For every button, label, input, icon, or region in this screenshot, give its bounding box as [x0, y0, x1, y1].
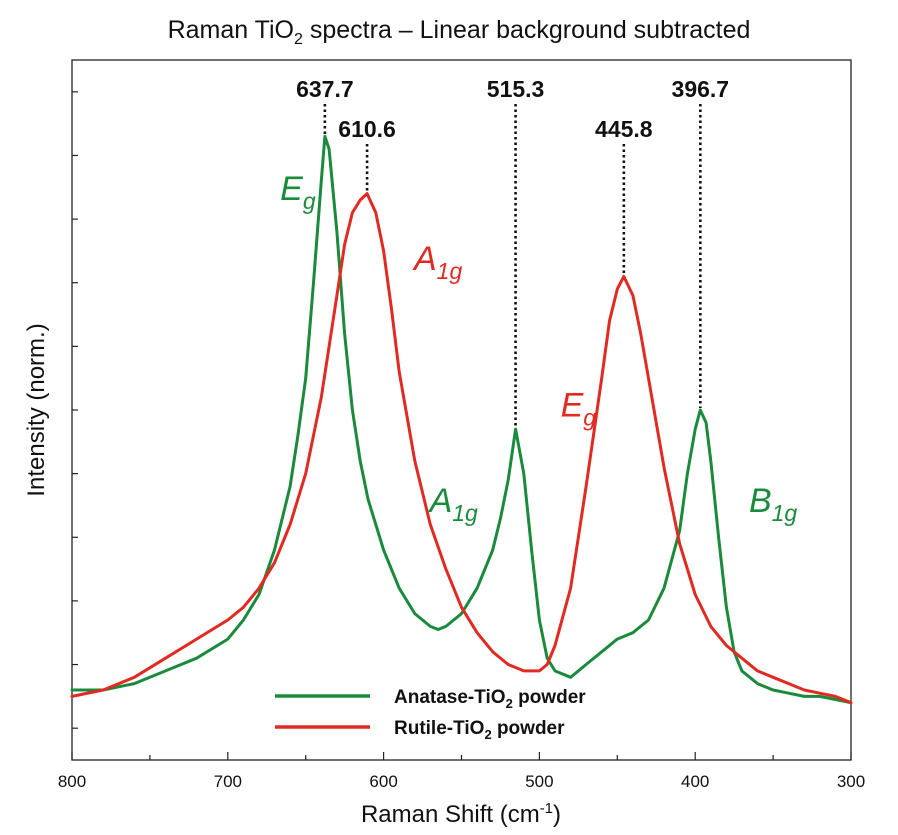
legend-anatase-prefix: Anatase-TiO [394, 687, 506, 708]
peak-labels: 637.7 610.6 515.3 445.8 396.7 [296, 76, 730, 428]
mode-label-3: Eg [561, 386, 597, 430]
legend-anatase-suffix: powder [513, 687, 586, 708]
series-group [70, 134, 853, 705]
x-axis-label-prefix: Raman Shift (cm [361, 801, 540, 828]
chart-title-suffix: spectra – Linear background subtracted [303, 16, 751, 44]
x-tick-label-600: 600 [369, 772, 397, 791]
x-tick-label-800: 800 [58, 772, 86, 791]
mode-label-2: A1g [428, 482, 478, 526]
x-ticks [71, 752, 852, 760]
legend: Anatase-TiO2 powder Rutile-TiO2 powder [275, 687, 586, 742]
x-axis-label-superscript: -1 [540, 800, 553, 817]
x-axis-label: Raman Shift (cm-1) [361, 800, 561, 828]
mode-label-4: B1g [749, 482, 797, 526]
y-ticks [72, 91, 78, 729]
legend-label-anatase: Anatase-TiO2 powder [394, 687, 586, 711]
mode-label-0: Eg [280, 170, 316, 214]
x-axis-label-suffix: ) [553, 801, 561, 828]
legend-anatase-subscript: 2 [506, 696, 513, 711]
peak-label-396.7: 396.7 [672, 76, 730, 102]
peak-label-637.7: 637.7 [296, 76, 354, 102]
legend-rutile-prefix: Rutile-TiO [394, 718, 484, 739]
x-tick-labels: 800 700 600 500 400 300 [58, 772, 865, 791]
x-tick-label-500: 500 [525, 772, 553, 791]
x-tick-label-700: 700 [214, 772, 242, 791]
mode-labels: Eg A1g A1g Eg B1g [280, 170, 797, 526]
legend-label-rutile: Rutile-TiO2 powder [394, 718, 565, 742]
series-line-rutile [70, 192, 853, 705]
chart-title-prefix: Raman TiO [168, 16, 294, 44]
peak-label-445.8: 445.8 [595, 116, 653, 142]
peak-label-515.3: 515.3 [487, 76, 545, 102]
chart-title-subscript: 2 [294, 31, 303, 48]
legend-rutile-suffix: powder [492, 718, 565, 739]
legend-rutile-subscript: 2 [484, 727, 491, 742]
mode-label-1: A1g [412, 240, 462, 284]
peak-label-610.6: 610.6 [338, 116, 396, 142]
series-line-anatase [70, 134, 853, 705]
chart-title: Raman TiO2 spectra – Linear background s… [168, 16, 751, 48]
y-axis-label: Intensity (norm.) [23, 323, 50, 496]
x-tick-label-300: 300 [837, 772, 865, 791]
x-tick-label-400: 400 [681, 772, 709, 791]
